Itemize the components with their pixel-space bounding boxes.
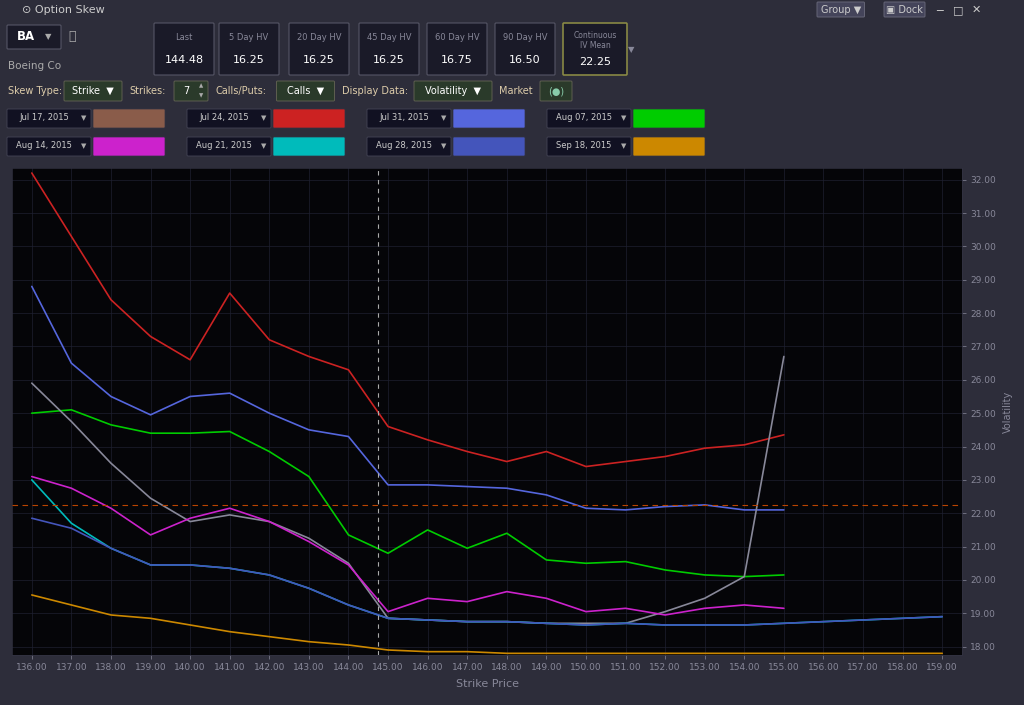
Text: Group ▼: Group ▼ xyxy=(820,5,861,15)
FancyBboxPatch shape xyxy=(273,109,345,128)
Text: ▼: ▼ xyxy=(441,115,446,121)
FancyBboxPatch shape xyxy=(453,109,525,128)
Text: 144.48: 144.48 xyxy=(165,55,204,65)
Text: 7: 7 xyxy=(183,86,189,96)
FancyBboxPatch shape xyxy=(7,25,61,49)
FancyBboxPatch shape xyxy=(7,137,91,156)
FancyBboxPatch shape xyxy=(817,2,864,17)
Text: ▲: ▲ xyxy=(199,83,203,89)
Text: 16.25: 16.25 xyxy=(373,55,404,65)
Text: 16.25: 16.25 xyxy=(303,55,335,65)
Text: 60 Day HV: 60 Day HV xyxy=(434,34,479,42)
Text: Jul 24, 2015: Jul 24, 2015 xyxy=(200,114,249,123)
Text: Strike  ▼: Strike ▼ xyxy=(72,86,114,96)
FancyBboxPatch shape xyxy=(219,23,279,75)
Text: 16.75: 16.75 xyxy=(441,55,473,65)
FancyBboxPatch shape xyxy=(359,23,419,75)
Text: □: □ xyxy=(952,5,964,15)
FancyBboxPatch shape xyxy=(547,109,631,128)
Text: Jul 17, 2015: Jul 17, 2015 xyxy=(19,114,69,123)
Text: Volatility  ▼: Volatility ▼ xyxy=(425,86,481,96)
FancyBboxPatch shape xyxy=(427,23,487,75)
Text: Aug 28, 2015: Aug 28, 2015 xyxy=(376,142,432,150)
Text: Boeing Co: Boeing Co xyxy=(8,61,61,71)
FancyBboxPatch shape xyxy=(93,109,165,128)
FancyBboxPatch shape xyxy=(540,81,572,101)
FancyBboxPatch shape xyxy=(633,109,705,128)
Text: ▼: ▼ xyxy=(622,143,627,149)
Text: ▼: ▼ xyxy=(261,143,266,149)
FancyBboxPatch shape xyxy=(495,23,555,75)
FancyBboxPatch shape xyxy=(367,109,451,128)
FancyBboxPatch shape xyxy=(187,137,271,156)
FancyBboxPatch shape xyxy=(367,137,451,156)
X-axis label: Strike Price: Strike Price xyxy=(456,680,518,689)
Text: BA: BA xyxy=(17,30,35,44)
Text: Strikes:: Strikes: xyxy=(129,86,165,96)
Text: ▼: ▼ xyxy=(199,94,203,99)
Text: Jul 31, 2015: Jul 31, 2015 xyxy=(379,114,429,123)
Text: (●): (●) xyxy=(548,86,564,96)
Text: 45 Day HV: 45 Day HV xyxy=(367,34,412,42)
Text: 20 Day HV: 20 Day HV xyxy=(297,34,341,42)
Text: 5 Day HV: 5 Day HV xyxy=(229,34,268,42)
FancyBboxPatch shape xyxy=(547,137,631,156)
Text: Aug 14, 2015: Aug 14, 2015 xyxy=(16,142,72,150)
Text: ▼: ▼ xyxy=(81,143,87,149)
FancyBboxPatch shape xyxy=(633,137,705,156)
Text: Display Data:: Display Data: xyxy=(341,86,408,96)
FancyBboxPatch shape xyxy=(563,23,627,75)
FancyBboxPatch shape xyxy=(289,23,349,75)
Text: ▼: ▼ xyxy=(45,32,51,42)
Text: Calls/Puts:: Calls/Puts: xyxy=(215,86,266,96)
Text: Aug 07, 2015: Aug 07, 2015 xyxy=(556,114,612,123)
Text: 16.25: 16.25 xyxy=(233,55,265,65)
Text: ▼: ▼ xyxy=(441,143,446,149)
FancyBboxPatch shape xyxy=(453,137,525,156)
Text: 22.25: 22.25 xyxy=(579,57,611,67)
FancyBboxPatch shape xyxy=(273,137,345,156)
Text: Calls  ▼: Calls ▼ xyxy=(287,86,324,96)
FancyBboxPatch shape xyxy=(884,2,925,17)
Y-axis label: Volatility: Volatility xyxy=(1004,391,1013,433)
Text: ▼: ▼ xyxy=(81,115,87,121)
Text: ⊙ Option Skew: ⊙ Option Skew xyxy=(22,5,104,15)
FancyBboxPatch shape xyxy=(187,109,271,128)
Text: IV Mean: IV Mean xyxy=(580,42,610,51)
Text: ▼: ▼ xyxy=(628,46,634,54)
Text: 🔍: 🔍 xyxy=(68,30,76,44)
Text: Skew Type:: Skew Type: xyxy=(8,86,62,96)
Text: 16.50: 16.50 xyxy=(509,55,541,65)
Text: Aug 21, 2015: Aug 21, 2015 xyxy=(196,142,252,150)
FancyBboxPatch shape xyxy=(93,137,165,156)
Text: ─: ─ xyxy=(937,5,943,15)
Text: Continuous: Continuous xyxy=(573,32,616,40)
Text: 90 Day HV: 90 Day HV xyxy=(503,34,547,42)
FancyBboxPatch shape xyxy=(154,23,214,75)
Text: ▣ Dock: ▣ Dock xyxy=(886,5,923,15)
Text: ✕: ✕ xyxy=(972,5,981,15)
Text: ▼: ▼ xyxy=(622,115,627,121)
Text: Sep 18, 2015: Sep 18, 2015 xyxy=(556,142,611,150)
Text: ▼: ▼ xyxy=(261,115,266,121)
Text: Market: Market xyxy=(499,86,532,96)
FancyBboxPatch shape xyxy=(63,81,122,101)
FancyBboxPatch shape xyxy=(276,81,335,101)
FancyBboxPatch shape xyxy=(414,81,492,101)
FancyBboxPatch shape xyxy=(7,109,91,128)
Text: Last: Last xyxy=(175,34,193,42)
FancyBboxPatch shape xyxy=(174,81,208,101)
